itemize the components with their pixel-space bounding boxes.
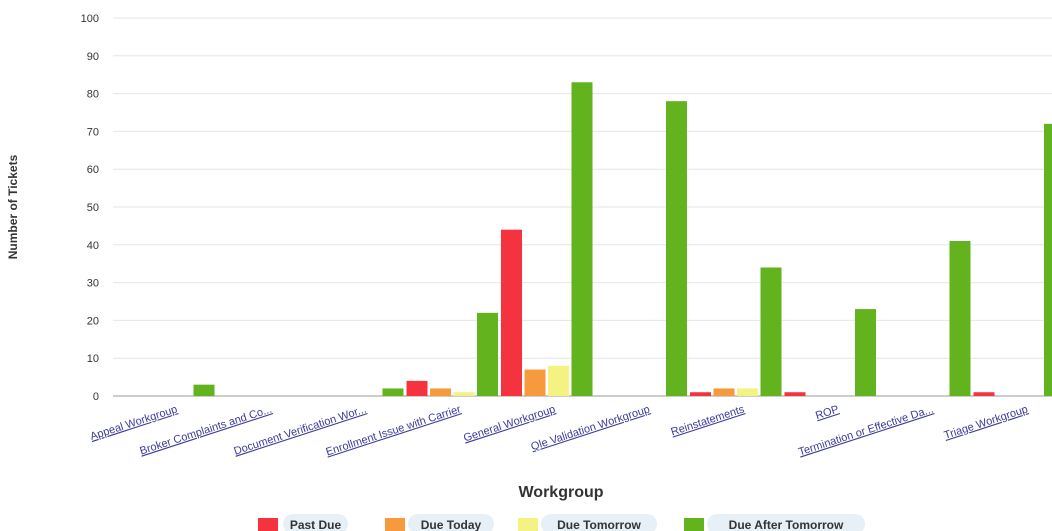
legend-pill bbox=[707, 514, 865, 531]
y-tick-label: 20 bbox=[87, 315, 99, 327]
legend-label: Past Due bbox=[290, 518, 342, 531]
bar-past-due-9 bbox=[973, 392, 995, 396]
bar-due-today-4 bbox=[524, 369, 546, 396]
legend-label: Due After Tomorrow bbox=[729, 518, 844, 531]
bars bbox=[193, 82, 1052, 396]
legend-label: Due Tomorrow bbox=[557, 518, 641, 531]
x-category-label[interactable]: Triage Workgroup bbox=[943, 403, 1030, 441]
legend-item-due-tomorrow[interactable]: Due Tomorrow bbox=[518, 514, 657, 531]
legend-pill bbox=[408, 514, 494, 531]
bar-past-due-7 bbox=[784, 392, 806, 396]
y-tick-label: 60 bbox=[87, 164, 99, 176]
legend-item-due-today[interactable]: Due Today bbox=[385, 514, 494, 531]
bar-due-after-tomorrow-4 bbox=[571, 82, 593, 396]
x-category-label[interactable]: Reinstatements bbox=[670, 403, 747, 438]
y-tick-label: 40 bbox=[87, 240, 99, 252]
y-tick-label: 80 bbox=[87, 89, 99, 101]
y-tick-label: 70 bbox=[87, 126, 99, 138]
bar-past-due-3 bbox=[406, 380, 428, 396]
legend-swatch bbox=[385, 518, 405, 531]
x-category-label[interactable]: ROP bbox=[814, 403, 840, 422]
bar-due-after-tomorrow-8 bbox=[949, 241, 971, 396]
bar-past-due-6 bbox=[690, 392, 711, 396]
y-tick-label: 30 bbox=[87, 278, 99, 290]
y-tick-label: 90 bbox=[87, 51, 99, 63]
legend-item-due-after-tomorrow[interactable]: Due After Tomorrow bbox=[684, 514, 865, 531]
legend-label: Due Today bbox=[421, 518, 482, 531]
bar-due-after-tomorrow-5 bbox=[666, 101, 687, 396]
bar-due-tomorrow-4 bbox=[548, 365, 569, 396]
bar-due-after-tomorrow-9 bbox=[1044, 123, 1052, 396]
bar-due-tomorrow-6 bbox=[737, 388, 758, 396]
y-axis-ticks: 0 10 20 30 40 50 60 70 80 90 100 bbox=[81, 13, 99, 403]
y-tick-label: 100 bbox=[81, 13, 99, 25]
legend-swatch bbox=[684, 518, 704, 531]
x-axis-title: Workgroup bbox=[518, 484, 603, 501]
bar-due-after-tomorrow-2 bbox=[382, 388, 404, 396]
legend-pill bbox=[541, 514, 657, 531]
y-tick-label: 10 bbox=[87, 353, 99, 365]
legend-swatch bbox=[518, 518, 538, 531]
y-tick-label: 0 bbox=[93, 391, 99, 403]
bar-due-tomorrow-3 bbox=[453, 392, 475, 396]
bar-due-after-tomorrow-0 bbox=[193, 384, 215, 396]
legend[interactable]: Past Due Due Today Due Tomorrow Due After T… bbox=[258, 514, 865, 531]
y-tick-label: 50 bbox=[87, 202, 99, 214]
y-axis-title: Number of Tickets bbox=[6, 154, 20, 259]
legend-item-past-due[interactable]: Past Due bbox=[258, 514, 348, 531]
bar-due-today-3 bbox=[430, 388, 451, 396]
legend-swatch bbox=[258, 518, 278, 531]
bar-due-after-tomorrow-6 bbox=[760, 267, 782, 396]
bar-due-today-6 bbox=[713, 388, 735, 396]
bar-past-due-4 bbox=[501, 229, 522, 396]
bar-due-after-tomorrow-3 bbox=[477, 312, 498, 396]
legend-pill bbox=[283, 514, 348, 531]
bar-due-after-tomorrow-7 bbox=[855, 309, 876, 396]
